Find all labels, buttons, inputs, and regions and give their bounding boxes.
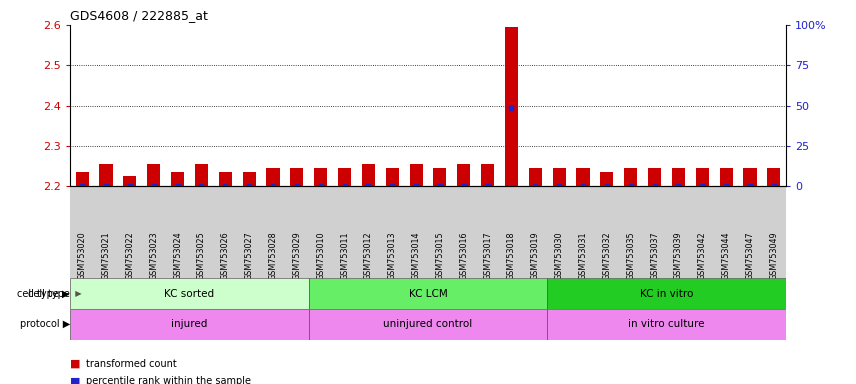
Bar xyxy=(553,168,566,186)
Text: ▶: ▶ xyxy=(69,289,81,298)
Bar xyxy=(75,172,89,186)
Bar xyxy=(576,168,590,186)
Bar xyxy=(386,168,399,186)
Bar xyxy=(672,168,685,186)
Text: KC sorted: KC sorted xyxy=(164,289,215,299)
Bar xyxy=(195,164,208,186)
Bar xyxy=(123,176,136,186)
Bar xyxy=(362,164,375,186)
Bar xyxy=(744,168,757,186)
Bar xyxy=(505,27,518,186)
Text: KC in vitro: KC in vitro xyxy=(639,289,693,299)
Bar xyxy=(720,168,733,186)
Bar xyxy=(309,278,547,309)
Bar xyxy=(266,168,280,186)
Bar xyxy=(547,278,786,309)
Bar xyxy=(696,168,709,186)
Bar xyxy=(218,172,232,186)
Bar xyxy=(409,164,423,186)
Text: GDS4608 / 222885_at: GDS4608 / 222885_at xyxy=(70,9,208,22)
Text: injured: injured xyxy=(171,319,208,329)
Bar xyxy=(529,168,542,186)
Bar xyxy=(70,278,309,309)
Bar xyxy=(338,168,351,186)
Bar xyxy=(624,168,638,186)
Bar xyxy=(433,168,447,186)
Bar xyxy=(309,309,547,340)
Text: in vitro culture: in vitro culture xyxy=(628,319,704,329)
Bar xyxy=(481,164,494,186)
Bar xyxy=(314,168,327,186)
Text: ■: ■ xyxy=(70,359,80,369)
Bar xyxy=(547,309,786,340)
Bar xyxy=(70,309,309,340)
Text: percentile rank within the sample: percentile rank within the sample xyxy=(86,376,251,384)
Text: KC LCM: KC LCM xyxy=(408,289,448,299)
Bar xyxy=(767,168,781,186)
Bar xyxy=(171,172,184,186)
Bar xyxy=(99,164,112,186)
Text: cell type ▶: cell type ▶ xyxy=(17,289,70,299)
Bar xyxy=(457,164,470,186)
Text: uninjured control: uninjured control xyxy=(383,319,473,329)
Text: protocol ▶: protocol ▶ xyxy=(20,319,70,329)
Bar xyxy=(648,168,661,186)
Text: cell type: cell type xyxy=(28,289,69,299)
Bar xyxy=(290,168,303,186)
Bar xyxy=(242,172,256,186)
Bar xyxy=(147,164,160,186)
Bar xyxy=(600,172,614,186)
Text: transformed count: transformed count xyxy=(86,359,176,369)
Text: ■: ■ xyxy=(70,376,80,384)
